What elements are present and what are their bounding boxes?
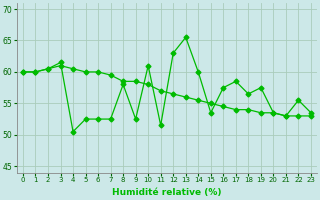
X-axis label: Humidité relative (%): Humidité relative (%) xyxy=(112,188,222,197)
